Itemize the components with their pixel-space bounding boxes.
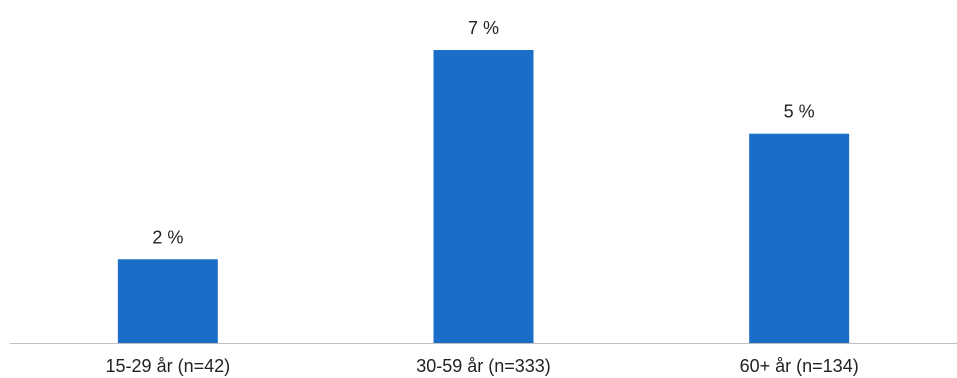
value-labels-group: 2 % 7 % 5 % (152, 18, 814, 247)
x-tick-label: 30-59 år (n=333) (416, 356, 551, 376)
bar-value-label: 5 % (784, 102, 815, 122)
bar (117, 259, 218, 343)
x-tick-label: 60+ år (n=134) (740, 356, 859, 376)
bar (433, 50, 534, 343)
bar-value-label: 2 % (152, 227, 183, 247)
bar-value-label: 7 % (468, 18, 499, 38)
bar (749, 133, 850, 343)
x-tick-label: 15-29 år (n=42) (106, 356, 231, 376)
x-tick-labels-group: 15-29 år (n=42) 30-59 år (n=333) 60+ år (n… (106, 356, 859, 376)
bars-group (117, 50, 850, 343)
